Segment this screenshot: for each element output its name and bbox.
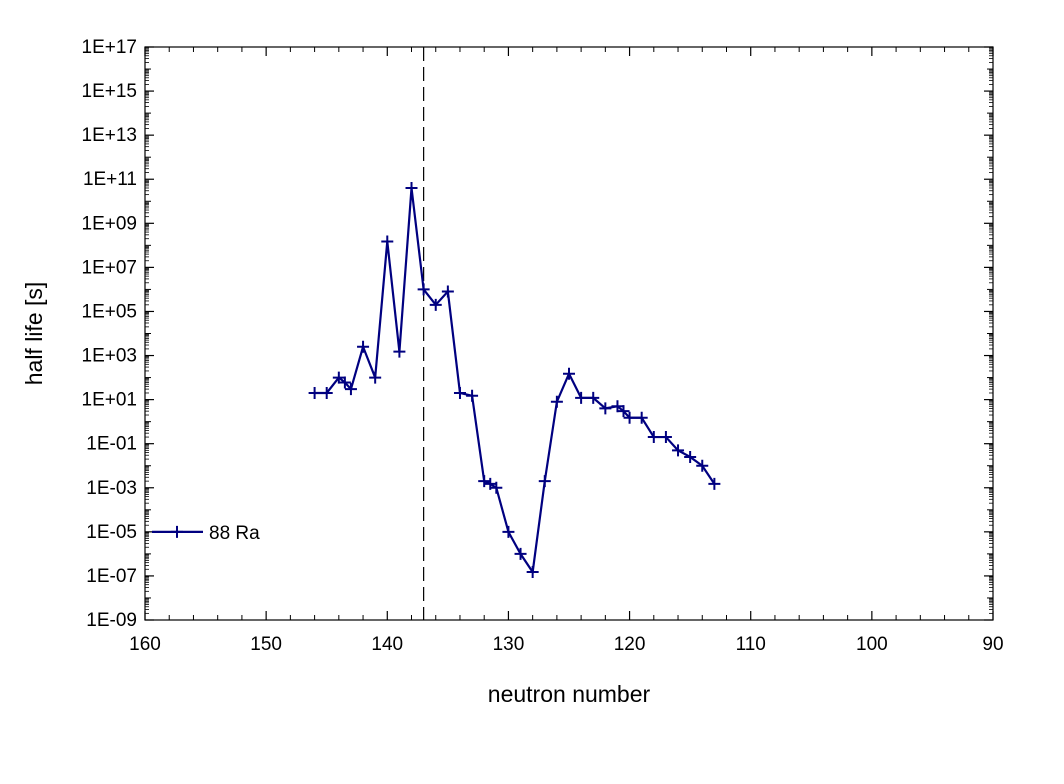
legend-label: 88 Ra [209,523,260,544]
data-point [429,298,442,311]
data-point [514,547,527,560]
data-point [338,376,351,389]
data-point [369,371,382,384]
x-tick-label: 150 [250,634,282,655]
x-tick-label: 140 [371,634,403,655]
data-point [696,459,709,472]
y-axis: 1E-09 1E-07 1E-05 1E-03 1E-01 1E+01 1E+03 1E+05… [82,37,993,631]
x-tick-label: 110 [736,634,766,655]
data-point [684,450,697,463]
data-point [550,395,563,408]
data-point [381,235,394,248]
y-tick-label: 1E-01 [86,434,137,455]
data-point [405,182,418,195]
data-point [320,386,333,399]
y-tick-label: 1E+05 [82,301,137,322]
data-point [635,411,648,424]
y-axis-title: half life [s] [21,282,47,386]
y-tick-label: 1E-09 [86,610,137,631]
data-point [453,386,466,399]
x-tick-label: 100 [856,634,888,655]
data-point [357,340,370,353]
y-tick-label: 1E+07 [82,257,137,278]
data-point [344,383,357,396]
legend-marker [171,525,183,538]
data-point [478,475,491,488]
data-point [526,566,539,579]
data-point [599,402,612,415]
y-tick-label: 1E+11 [83,169,137,190]
y-tick-label: 1E+17 [82,37,137,58]
data-point [623,411,636,424]
y-tick-label: 1E-03 [86,478,137,499]
data-point [484,477,497,490]
legend: 88 Ra [152,523,260,544]
data-point [441,285,454,298]
x-tick-label: 130 [493,634,525,655]
x-tick-label: 120 [614,634,646,655]
data-point [466,389,479,402]
y-tick-label: 1E+09 [82,213,137,234]
y-tick-label: 1E+15 [82,81,137,102]
data-point [659,431,672,444]
data-point [587,391,600,404]
data-point [617,405,630,418]
x-axis-title: neutron number [488,681,651,707]
data-point [417,283,430,296]
plot-frame [144,46,994,621]
x-tick-label: 160 [129,634,161,655]
x-axis: 160 150 140 130 120 110 100 90 [129,47,1004,655]
data-point [502,525,515,538]
data-point [332,371,345,384]
y-tick-label: 1E-05 [86,522,137,543]
series-markers [308,182,721,579]
data-point [308,386,321,399]
y-tick-label: 1E+01 [82,390,137,411]
y-tick-label: 1E-07 [86,566,137,587]
data-point [490,481,503,494]
x-tick-label: 90 [982,634,1003,655]
data-point [647,431,660,444]
data-point [672,444,685,457]
data-point [393,345,406,358]
y-tick-label: 1E+13 [82,125,137,146]
data-point [611,400,624,413]
y-tick-label: 1E+03 [82,346,137,367]
data-point [563,367,575,380]
data-point [538,475,551,488]
data-point [708,477,721,490]
data-point [575,391,588,404]
